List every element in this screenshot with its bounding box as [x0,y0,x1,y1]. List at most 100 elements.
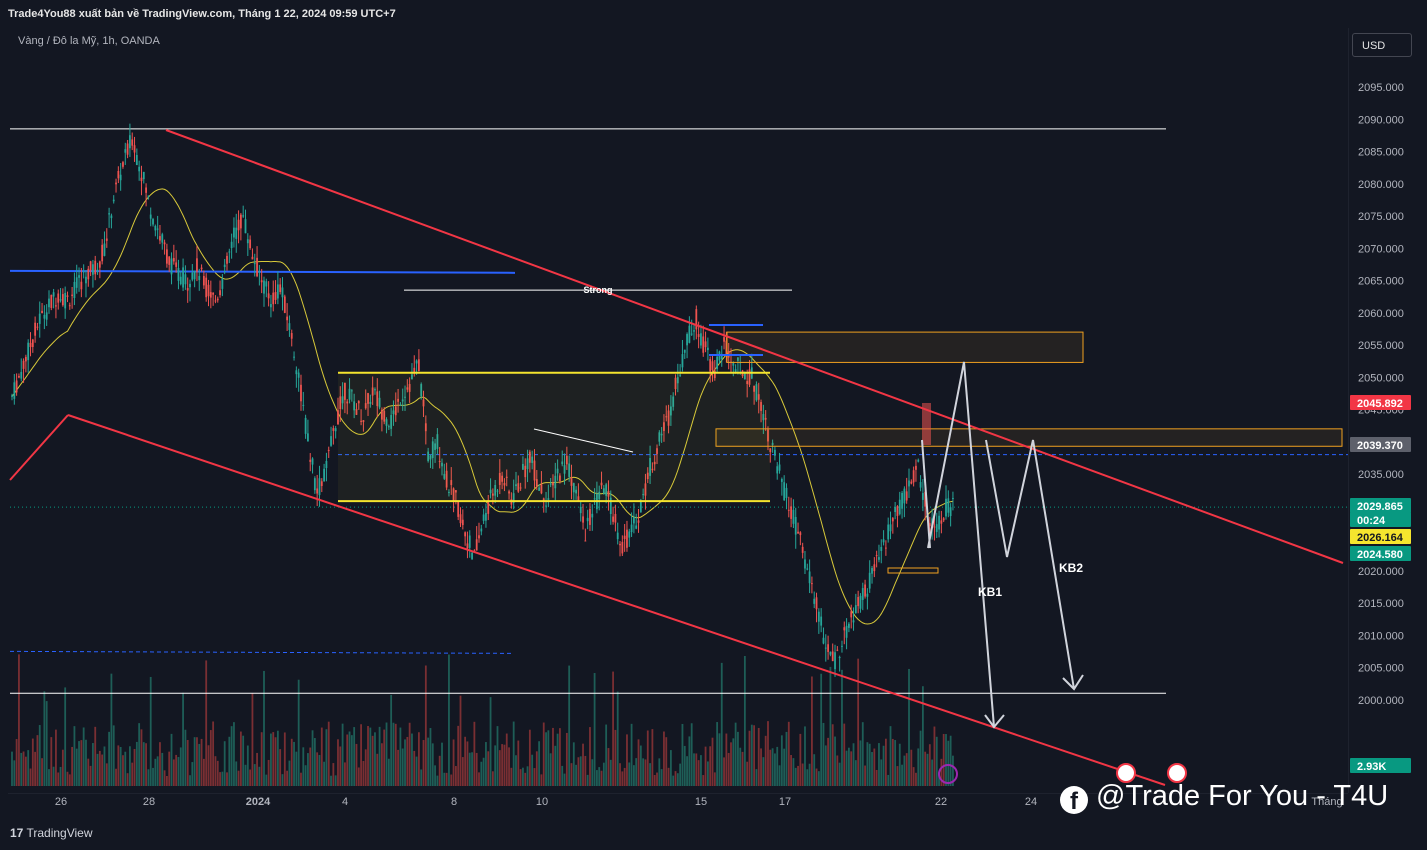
volume-bar [739,747,742,786]
volume-bar [124,751,127,786]
volume-bar [115,768,117,786]
volume-bar [547,730,550,786]
candle-body [459,514,462,524]
volume-bar [542,722,545,786]
currency-button[interactable]: USD [1352,33,1412,57]
time-axis[interactable]: 26 28 2024 4 8 10 15 17 22 24 Tháng [0,793,1427,818]
volume-bar [755,769,758,786]
candle-body [274,292,277,300]
volume-bar [219,772,221,786]
candle-body [505,476,508,478]
volume-bar [575,764,577,786]
volume-bar [327,721,330,786]
candle-body [688,325,691,343]
volume-bar [436,775,439,786]
candle-body [776,466,779,474]
volume-bar [94,726,97,786]
candle-body [64,292,67,309]
volume-bar [78,741,80,786]
volume-bar [471,752,473,786]
candle-body [535,479,538,487]
candle-body [552,482,554,486]
volume-bar [776,746,779,786]
blue-resistance-line [9,269,516,274]
candle-body [491,493,494,496]
projection-kb1 [927,361,995,728]
candle-body [695,309,698,330]
candle-body [27,342,30,361]
price-axis[interactable]: 2000.000 2005.000 2010.000 2015.000 2020.000… [1348,28,1427,793]
candle-body [623,535,626,540]
x-tick-label: 24 [1025,796,1037,808]
candle-body [478,535,480,539]
volume-bar [598,767,601,786]
volume-bar [845,750,848,786]
candle-body [147,195,150,197]
volume-bar [448,654,450,786]
volume-bar [526,766,529,786]
candle-body [96,269,99,272]
supply-zone-lower [715,428,1343,447]
candle-body [41,310,43,314]
volume-bar [52,766,55,786]
volume-bar [505,733,508,786]
candle-body [572,483,575,493]
candle-body [362,420,365,423]
volume-bar [632,765,635,786]
candle-body [579,506,582,514]
volume-bar [778,765,781,786]
volume-bar [108,731,110,786]
candle-body [732,362,735,366]
candle-body [649,458,651,476]
candle-body [646,472,649,480]
candle-body [325,460,328,469]
volume-bar [159,742,161,786]
candle-body [281,287,284,298]
volume-bar [431,743,434,786]
candle-body [202,275,205,286]
candle-body [175,262,178,267]
volume-bar [875,769,878,786]
volume-bar [339,746,342,786]
candle-body [212,292,215,295]
candle-body [249,239,252,249]
candle-body [198,276,201,281]
candle-body [165,249,168,264]
volume-bar [672,775,675,786]
volume-bar [105,763,108,786]
volume-bar [940,758,943,786]
price-tag-bg [1350,395,1411,410]
candle-body [110,215,113,219]
candle-body [214,300,217,302]
candle-body [945,498,947,517]
candle-body [871,568,873,574]
chart-plot[interactable]: Strong KB1 KB2 [8,28,1348,793]
volume-bar [371,735,374,786]
candle-body [468,535,471,548]
volume-bar [334,775,337,786]
publish-info: Trade4You88 xuất bản về TradingView.com,… [8,8,396,20]
volume-bar [36,735,39,786]
candle-body [614,513,617,523]
volume-bar [172,759,175,786]
candle-body [20,371,23,379]
volume-bar [924,751,927,786]
candle-body [630,524,633,533]
volume-bar [887,774,890,786]
volume-bar [207,745,210,786]
candle-body [651,468,654,471]
candle-body [353,401,356,411]
candle-body [524,465,527,478]
price-tags: 2045.892 2039.370 2029.865 00:24 2026.164 202… [1350,395,1411,773]
volume-bar [903,755,906,786]
volume-bar [193,737,196,786]
candle-body [665,416,668,418]
candle-body [452,488,455,502]
volume-bar [184,729,187,786]
candle-body [790,506,793,519]
candle-body [381,409,383,420]
candle-body [92,264,94,275]
volume-bar [790,754,793,786]
volume-bar [695,753,698,786]
candle-body [841,645,843,647]
